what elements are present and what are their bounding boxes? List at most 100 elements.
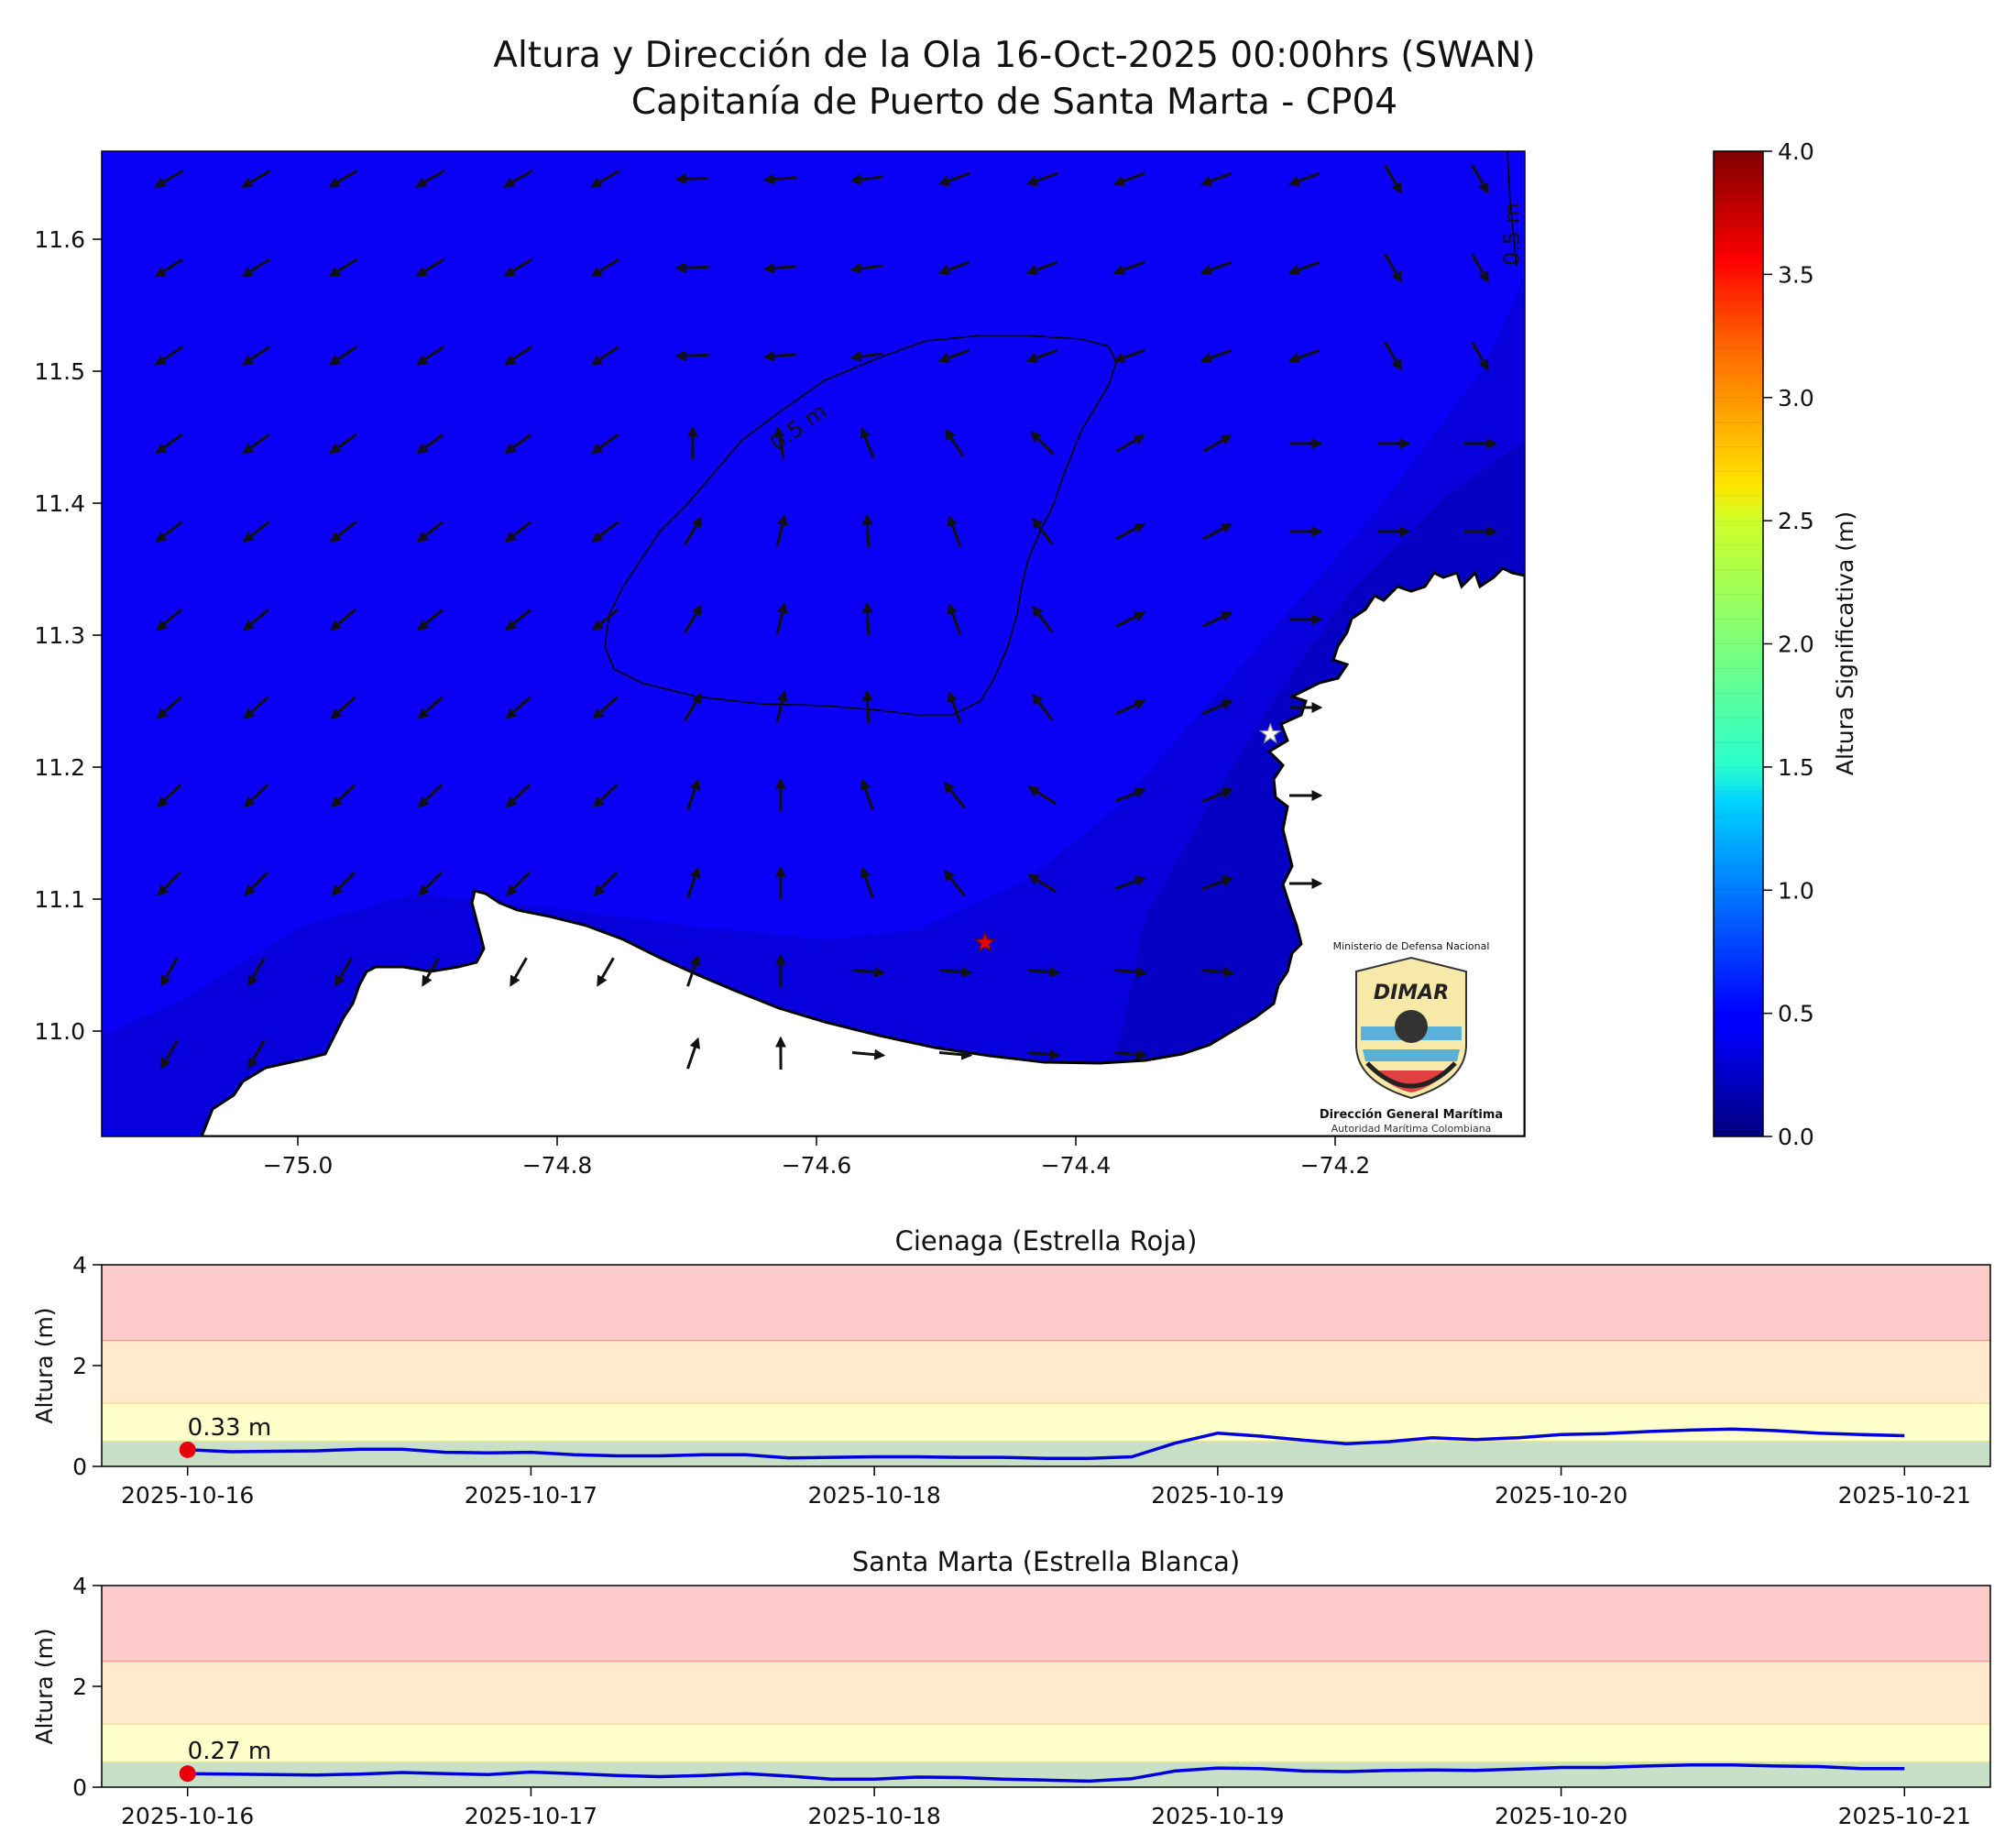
logo-anchor-icon (1365, 1061, 1457, 1089)
alert-band (102, 1265, 1990, 1341)
wave-direction-arrows (154, 164, 1498, 1070)
wave-direction-arrow (1471, 341, 1489, 371)
figure-title-line1: Altura y Dirección de la Ola 16-Oct-2025… (493, 35, 1535, 76)
wave-direction-arrow (1115, 522, 1146, 541)
wave-direction-arrow (762, 262, 797, 274)
wave-direction-arrow (328, 346, 357, 366)
wave-direction-arrow (416, 433, 444, 455)
dimar-logo: Ministerio de Defensa Nacional DIMAR Dir… (1320, 940, 1503, 1135)
wave-direction-arrow (241, 346, 270, 366)
wave-direction-arrow (1026, 1048, 1061, 1060)
wave-direction-arrow (503, 346, 532, 366)
timeseries-x-tick-label: 2025-10-16 (121, 1803, 254, 1829)
wave-direction-arrow (687, 425, 699, 460)
colorbar-tick-label: 3.5 (1778, 261, 1814, 288)
wave-direction-arrow (592, 609, 619, 631)
colorbar-gradient (1714, 151, 1763, 1136)
map-land (200, 566, 1525, 1136)
timeseries-frame (101, 1585, 1991, 1788)
wave-direction-arrow (1112, 171, 1145, 187)
wave-direction-arrow (328, 170, 358, 188)
colorbar-tick-label: 0.5 (1778, 1001, 1814, 1027)
wave-direction-arrow (1471, 253, 1489, 283)
wave-direction-arrow (417, 609, 444, 631)
timeseries-x-tick-label: 2025-10-16 (121, 1482, 254, 1509)
wave-direction-arrow (1287, 260, 1320, 276)
wave-direction-arrow (156, 784, 182, 808)
wave-direction-arrow (241, 170, 271, 188)
wave-direction-arrow (506, 871, 531, 896)
wave-direction-arrow (1114, 699, 1146, 716)
timeseries-x-tick-label: 2025-10-19 (1151, 1803, 1284, 1829)
wave-direction-arrow (415, 170, 445, 188)
station-star-marker (973, 930, 997, 952)
wave-direction-arrow (860, 426, 875, 459)
wave-direction-arrow (947, 690, 962, 723)
wave-direction-arrow (938, 966, 973, 978)
map-x-tick-label: −74.4 (1041, 1152, 1112, 1179)
wave-direction-arrow (1114, 787, 1146, 803)
wave-direction-arrow (1200, 171, 1233, 187)
wave-direction-arrow (422, 957, 440, 987)
wave-direction-arrow (1200, 348, 1233, 364)
timeseries-y-tick-label: 4 (72, 1252, 87, 1279)
wave-direction-arrow (155, 521, 183, 543)
wave-direction-arrow (773, 425, 785, 459)
timeseries-x-tick-label: 2025-10-18 (807, 1482, 940, 1509)
current-value-point (179, 1765, 196, 1783)
wave-direction-arrow (1025, 348, 1058, 364)
wave-direction-arrow (1384, 341, 1402, 371)
wave-direction-arrow (1114, 875, 1147, 891)
wave-direction-arrow (247, 957, 266, 987)
wave-direction-arrow (849, 351, 884, 362)
wave-height-line (187, 1763, 1905, 1784)
wave-direction-arrow (505, 696, 531, 719)
colorbar-tick-label: 1.0 (1778, 877, 1814, 904)
wave-direction-arrow (591, 521, 619, 543)
wave-direction-arrow (861, 513, 873, 548)
wave-direction-arrow (156, 696, 182, 719)
colorbar-tick-label: 0.0 (1778, 1124, 1814, 1150)
wave-direction-arrow (775, 690, 788, 723)
wave-direction-arrow (1471, 164, 1489, 194)
wave-direction-arrow (849, 263, 884, 274)
wave-direction-arrow (329, 521, 357, 543)
timeseries-title: Cienaga (Estrella Roja) (895, 1225, 1198, 1257)
wave-direction-arrow (505, 784, 531, 808)
timeseries-y-tick-label: 2 (72, 1353, 87, 1379)
colorbar-tick-label: 4.0 (1778, 138, 1814, 165)
map-y-tick-label: 11.2 (34, 754, 85, 781)
wave-direction-arrow (1113, 966, 1148, 978)
alert-band (102, 1586, 1990, 1662)
station-markers (973, 722, 1282, 952)
wave-direction-arrow (157, 871, 181, 896)
wave-direction-arrow (937, 171, 970, 187)
map-axes: −75.0 −74.8 −74.6 −74.4 −74.2 11.0 11.1 11.2 11.… (34, 226, 1370, 1179)
timeseries-frame (101, 1264, 1991, 1467)
timeseries-y-tick-label: 2 (72, 1674, 87, 1700)
wave-height-line (187, 1427, 1905, 1460)
colorbar-tick-label: 1.5 (1778, 754, 1814, 781)
wave-direction-arrow (241, 258, 271, 278)
cienaga-timeseries: Cienaga (Estrella Roja) Altura (m) 0 2 4 2025… (31, 1225, 1991, 1509)
timeseries-x-tick-label: 2025-10-21 (1838, 1482, 1971, 1509)
wave-direction-arrow (244, 871, 268, 896)
wave-direction-arrow (509, 957, 528, 987)
wave-direction-arrow (330, 784, 356, 808)
current-value-point (179, 1441, 196, 1458)
wave-direction-arrow (1201, 875, 1234, 891)
wave-direction-arrow (1115, 434, 1145, 453)
wave-direction-arrow (154, 346, 183, 366)
wave-direction-arrow (504, 433, 532, 455)
wave-direction-arrow (1026, 966, 1061, 978)
wave-direction-arrow (937, 348, 970, 364)
wave-direction-arrow (943, 781, 966, 809)
logo-name: Dirección General Marítima (1320, 1108, 1503, 1122)
timeseries-y-tick-label: 0 (72, 1454, 87, 1480)
wave-direction-arrow (1201, 699, 1233, 716)
wave-direction-arrow (1202, 611, 1233, 628)
logo-shield-stripes (1361, 1026, 1462, 1061)
alert-band (102, 1340, 1990, 1404)
wave-direction-arrow (1115, 611, 1146, 628)
